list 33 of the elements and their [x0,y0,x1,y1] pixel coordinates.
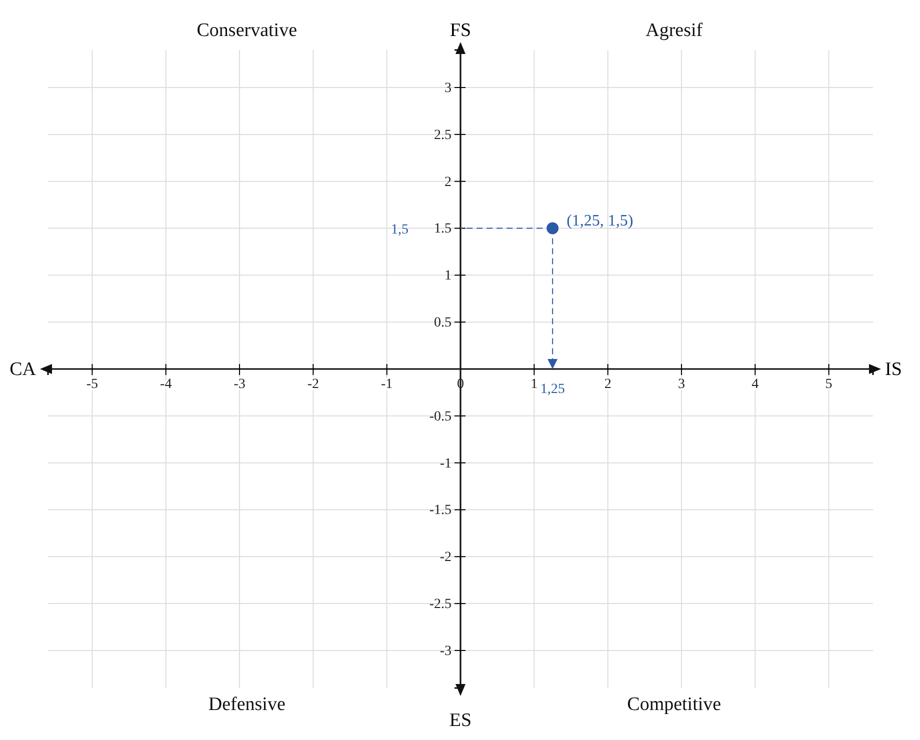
x-tick-label: 2 [604,376,612,392]
y-tick-label: 2 [444,174,452,190]
text: Agresif [646,20,704,41]
y-axis-title: FS [450,20,472,41]
y-tick-label: -3 [440,644,452,659]
y-tick-label: -2.5 [429,597,452,612]
y-tick-label: -2 [440,550,452,566]
y-tick-label: -0.5 [429,409,452,424]
x-tick-label: 1 [530,376,538,392]
annotation: 1,5 [391,222,408,238]
x-tick-label: 5 [825,376,832,392]
y-tick-label: 1 [444,268,452,284]
x-tick-label: -3 [234,376,246,392]
data-label: (1,25, 1,5) [566,212,634,230]
y-tick-label: 2.5 [434,128,452,143]
text: CA [10,359,36,380]
y-tick-label: 1.5 [434,222,452,237]
x-axis-title: IS [885,359,902,380]
y-tick-label: 0.5 [434,316,452,331]
text: Conservative [196,20,298,41]
text: ES [449,710,472,731]
text: Defensive [208,694,286,715]
x-tick-label: -5 [86,376,98,392]
y-tick-label: -1.5 [429,503,452,518]
x-tick-label: -2 [307,376,320,392]
x-tick-label: 4 [752,376,759,392]
annotation: 1,25 [540,382,565,397]
y-tick-label: -1 [440,456,452,472]
text: Competitive [627,694,722,715]
x-tick-label: -4 [160,376,172,392]
x-tick-label: -1 [381,376,393,392]
y-tick-label: 3 [444,81,452,96]
x-tick-label: 3 [678,376,685,392]
